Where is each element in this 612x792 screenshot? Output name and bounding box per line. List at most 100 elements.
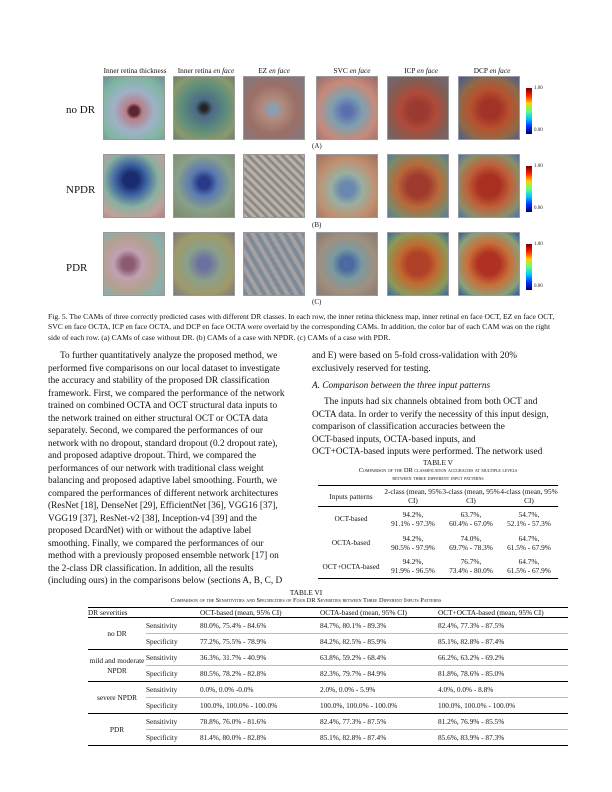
table5-value: 64.7%, <box>518 557 540 567</box>
table6-oct: 36.3%, 31.7% - 40.9% <box>200 653 267 663</box>
table5-title-line2: between three different input patterns <box>392 475 484 482</box>
table5-header-4class: 4-class (mean, 95% CI) <box>500 487 558 505</box>
table6-metric: Specificity <box>146 669 178 679</box>
table5-value: 63.7%, <box>460 509 482 519</box>
left-line-18: (including ours) in the comparisons belo… <box>48 576 283 586</box>
colorbar-row-c <box>526 244 532 290</box>
figure: Inner retina thickness Inner retina en f… <box>0 0 612 310</box>
subfigure-label-c: (C) <box>312 298 322 306</box>
table6-oct: 80.5%, 78.2% - 82.8% <box>200 669 267 679</box>
table6-header-octa: OCTA-based (mean, 95% CI) <box>320 608 407 617</box>
cam-tile-npdr-svc <box>316 154 378 218</box>
cam-tile-npdr-inner-retina <box>173 154 235 218</box>
table6-octa: 82.4%, 77.3% - 87.5% <box>320 717 387 727</box>
table5-ci: 52.1% - 57.3% <box>507 518 551 528</box>
table6-octa: 82.3%, 79.7% - 84.9% <box>320 669 387 679</box>
table6-both: 100.0%, 100.0% - 100.0% <box>438 701 516 711</box>
cam-tile-npdr-ez <box>243 154 305 218</box>
cam-tile-nodr-thickness <box>103 76 165 140</box>
table5: Inputs patterns 2-class (mean, 95% CI) 3… <box>318 485 558 579</box>
table5-header-2class: 2-class (mean, 95% CI) <box>384 487 442 505</box>
table5-cell: 94.2%, 91.1% - 97.3% <box>384 507 442 531</box>
table6-metric: Specificity <box>146 701 178 711</box>
right-column-text-top: and E) were based on 5-fold cross-valida… <box>312 350 564 375</box>
table5-cell: 54.7%, 52.1% - 57.3% <box>500 507 558 531</box>
row-label-pdr: PDR <box>66 262 88 274</box>
table5-ci: 69.7% - 78.3% <box>449 542 493 552</box>
section-heading-a: A. Comparison between the three input pa… <box>312 381 491 391</box>
table6-metric: Sensitivity <box>146 717 178 727</box>
table6-oct: 78.8%, 76.0% - 81.6% <box>200 717 267 727</box>
left-line-15: smoothing. Finally, we compared the perf… <box>48 538 264 549</box>
table5-header-3class: 3-class (mean, 95% CI) <box>442 487 500 505</box>
left-line-2: the accuracy and stability of the propos… <box>48 376 270 386</box>
table5-value: 54.7%, <box>518 509 540 519</box>
cam-tile-pdr-icp <box>387 232 449 296</box>
table6-octa: 84.7%, 80.1% - 89.3% <box>320 621 387 631</box>
right-line-5: OCT-based inputs, OCTA-based inputs, and <box>312 434 476 445</box>
table6-severity: severe NPDR <box>88 681 146 715</box>
colorbar-row-b <box>526 166 532 212</box>
table5-header-pattern: Inputs patterns <box>329 491 373 501</box>
subfigure-label-a: (A) <box>312 142 322 150</box>
table6: DR severities OCT-based (mean, 95% CI) O… <box>88 607 568 747</box>
column-header-svc: SVC en face <box>333 66 371 75</box>
cam-tile-nodr-ez <box>243 76 305 140</box>
table6-label: TABLE VI <box>289 588 323 597</box>
left-line-5: the network trained on either structural… <box>48 413 268 424</box>
cam-tile-pdr-thickness <box>103 232 165 296</box>
table6-both: 85.1%, 82.8% - 87.4% <box>438 637 505 647</box>
cam-tile-pdr-ez <box>243 232 305 296</box>
table5-cell: 76.7%, 73.4% - 80.0% <box>442 555 500 579</box>
column-header-ez: EZ en face <box>258 66 290 75</box>
left-line-10: balancing and proposed adaptive label sm… <box>48 476 278 486</box>
cam-tile-npdr-icp <box>387 154 449 218</box>
column-header-thickness: Inner retina thickness <box>103 66 167 75</box>
left-line-7: network with no dropout, standard dropou… <box>48 438 278 449</box>
column-header-dcp: DCP en face <box>473 66 511 75</box>
table5-cell: 64.7%, 61.5% - 67.9% <box>500 531 558 555</box>
table6-oct: 77.2%, 75.5% - 78.9% <box>200 637 267 647</box>
table-row: Specificity 81.4%, 80.0% - 82.8% 85.1%, … <box>88 730 568 746</box>
row-label-npdr: NPDR <box>66 184 96 196</box>
right-line-6: OCT+OCTA-based inputs were performed. Th… <box>312 447 543 457</box>
table5-ci: 91.9% - 96.5% <box>391 566 435 576</box>
table6-severity: PDR <box>88 713 146 747</box>
cam-tile-pdr-dcp <box>458 232 520 296</box>
table5-cell-pattern: OCT+OCTA-based <box>322 561 380 571</box>
table6-octa: 63.8%, 59.2% - 68.4% <box>320 653 387 663</box>
table6-both: 4.0%, 0.0% - 8.8% <box>438 685 494 695</box>
right-line-3: OCTA data. In order to verify the necess… <box>312 409 549 420</box>
left-line-14: proposed DcardNet) with or without the a… <box>48 526 252 536</box>
table5-cell: 74.0%, 69.7% - 78.3% <box>442 531 500 555</box>
table6-octa: 85.1%, 82.8% - 87.4% <box>320 733 387 743</box>
table5-row: OCT+OCTA-based 94.2%, 91.9% - 96.5% 76.7%… <box>318 555 558 579</box>
table5-ci: 90.5% - 97.9% <box>391 542 435 552</box>
right-column-text-mid: The inputs had six channels obtained fro… <box>312 396 564 459</box>
table5-ci: 61.5% - 67.9% <box>507 542 551 552</box>
table5-ci: 91.1% - 97.3% <box>391 518 435 528</box>
left-line-9: performances of our network with traditi… <box>48 463 264 474</box>
column-header-inner-retina: Inner retina en face <box>177 66 235 75</box>
cam-tile-nodr-svc <box>316 76 378 140</box>
table6-octa: 100.0%, 100.0% - 100.0% <box>320 701 398 711</box>
table6-title: Comparison of the Sensitivities and Spec… <box>170 597 442 604</box>
table-row: no DR Sensitivity 80.0%, 75.4% - 84.6% 8… <box>88 617 568 651</box>
table6-metric: Specificity <box>146 637 178 647</box>
colorbar-row-a <box>526 88 532 134</box>
table6-both: 82.4%, 77.3% - 87.5% <box>438 621 505 631</box>
right-line-1: exclusively reserved for testing. <box>312 363 431 374</box>
right-line-4: comparison of classification accuracies … <box>312 422 505 432</box>
table6-oct: 100.0%, 100.0% - 100.0% <box>200 701 278 711</box>
left-line-13: VGG19 [37], ResNet-v2 [38], Inception-v4… <box>48 513 257 524</box>
table6-oct: 80.0%, 75.4% - 84.6% <box>200 621 267 631</box>
table6-header-row: DR severities OCT-based (mean, 95% CI) O… <box>88 607 568 618</box>
table6-metric: Sensitivity <box>146 685 178 695</box>
table6-both: 85.6%, 83.9% - 87.3% <box>438 733 505 743</box>
table6-oct: 0.0%, 0.0% -0.0% <box>200 685 254 695</box>
left-line-0: To further quantitatively analyze the pr… <box>60 351 278 361</box>
left-line-11: compared the performances of different n… <box>48 488 279 499</box>
table6-metric: Specificity <box>146 733 178 743</box>
cam-tile-nodr-icp <box>387 76 449 140</box>
table6-severity: no DR <box>88 617 146 651</box>
